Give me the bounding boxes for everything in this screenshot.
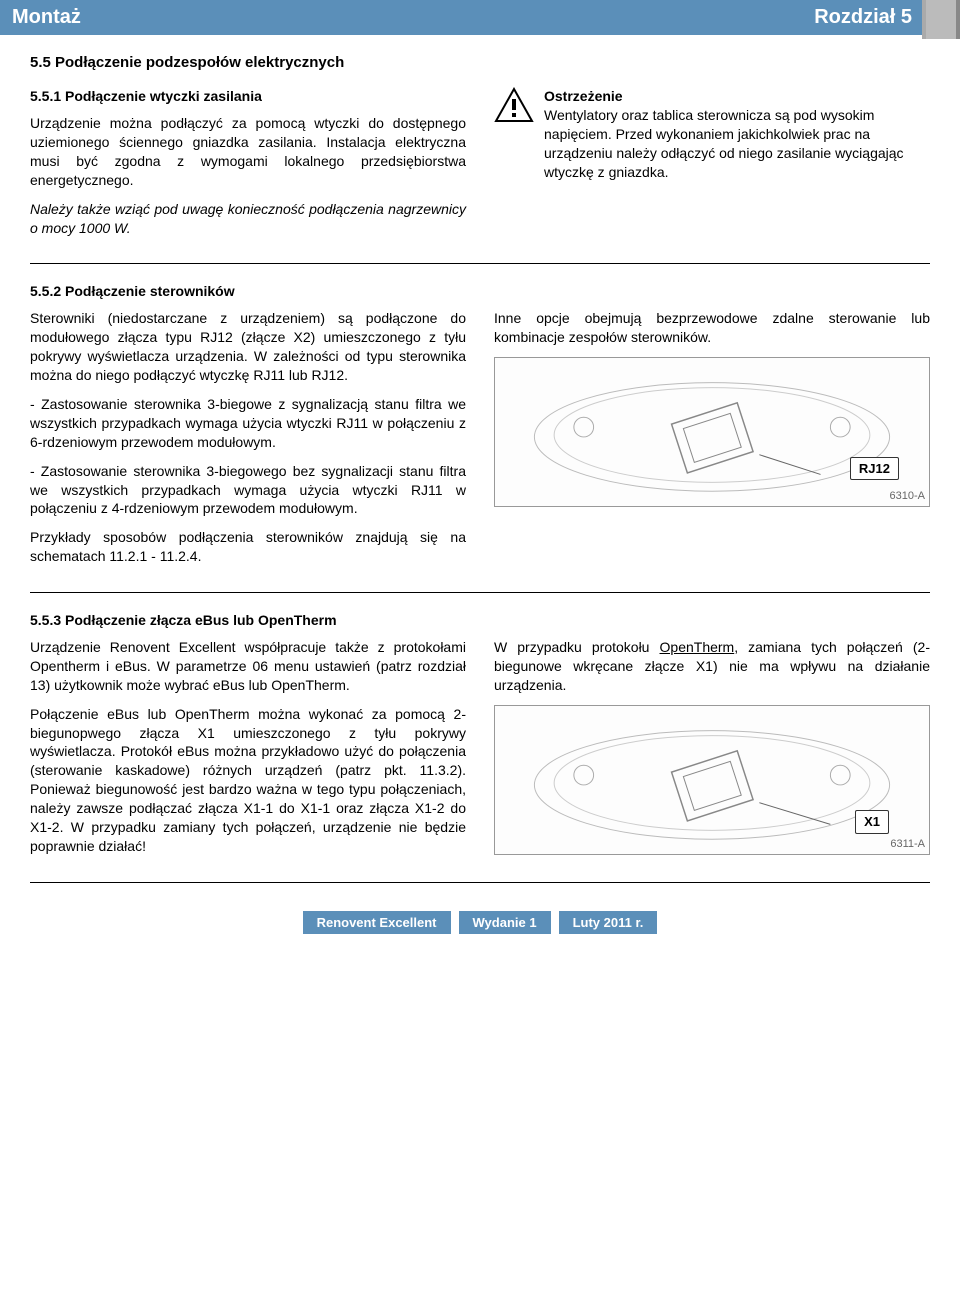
subsection-5-5-3-title: 5.5.3 Podłączenie złącza eBus lub OpenTh… xyxy=(30,611,930,630)
figure-label-x1: X1 xyxy=(855,810,889,834)
figure-rj12: RJ12 6310-A xyxy=(494,357,930,507)
figure-label-rj12: RJ12 xyxy=(850,457,899,481)
section-title: 5.5 Podłączenie podzespołów elektrycznyc… xyxy=(30,53,930,73)
para: Sterowniki (niedostarczane z urządzeniem… xyxy=(30,309,466,385)
subsection-5-5-2-title: 5.5.2 Podłączenie sterowników xyxy=(30,282,930,301)
footer-date: Luty 2011 r. xyxy=(559,911,658,935)
warning-icon xyxy=(494,87,534,123)
section-5-5-1: 5.5.1 Podłączenie wtyczki zasilania Urzą… xyxy=(30,87,930,247)
para: Urządzenie Renovent Excellent współpracu… xyxy=(30,638,466,695)
warning-title: Ostrzeżenie xyxy=(544,88,623,104)
underline-term: OpenTherm xyxy=(660,639,735,655)
footer-edition: Wydanie 1 xyxy=(459,911,551,935)
section-5-5-3: Urządzenie Renovent Excellent współpracu… xyxy=(30,638,930,866)
warning-text: Ostrzeżenie Wentylatory oraz tablica ste… xyxy=(544,87,930,181)
subsection-5-5-1-title: 5.5.1 Podłączenie wtyczki zasilania xyxy=(30,87,466,106)
header-left: Montaż xyxy=(12,4,81,31)
header-right: Rozdział 5 xyxy=(814,4,948,31)
para: Połączenie eBus lub OpenTherm można wyko… xyxy=(30,705,466,856)
divider xyxy=(30,882,930,883)
para: - Zastosowanie sterownika 3-biegowego be… xyxy=(30,462,466,519)
warning-box: Ostrzeżenie Wentylatory oraz tablica ste… xyxy=(494,87,930,191)
para: Przykłady sposobów podłączenia sterownik… xyxy=(30,528,466,566)
divider xyxy=(30,592,930,593)
divider xyxy=(30,263,930,264)
warning-body: Wentylatory oraz tablica sterownicza są … xyxy=(544,107,904,180)
para: Urządzenie można podłączyć za pomocą wty… xyxy=(30,114,466,190)
para-italic: Należy także wziąć pod uwagę konieczność… xyxy=(30,200,466,238)
footer-product: Renovent Excellent xyxy=(303,911,451,935)
footer: Renovent Excellent Wydanie 1 Luty 2011 r… xyxy=(30,911,930,935)
page-header: Montaż Rozdział 5 xyxy=(0,0,960,35)
para: - Zastosowanie sterownika 3-biegowe z sy… xyxy=(30,395,466,452)
para: W przypadku protokołu OpenTherm, zamiana… xyxy=(494,638,930,695)
para: Inne opcje obejmują bezprzewodowe zdalne… xyxy=(494,309,930,347)
section-5-5-2: Sterowniki (niedostarczane z urządzeniem… xyxy=(30,309,930,576)
para-prefix: W przypadku protokołu xyxy=(494,639,660,655)
figure-ref: 6310-A xyxy=(890,489,925,504)
figure-x1: X1 6311-A xyxy=(494,705,930,855)
figure-ref: 6311-A xyxy=(890,837,925,852)
